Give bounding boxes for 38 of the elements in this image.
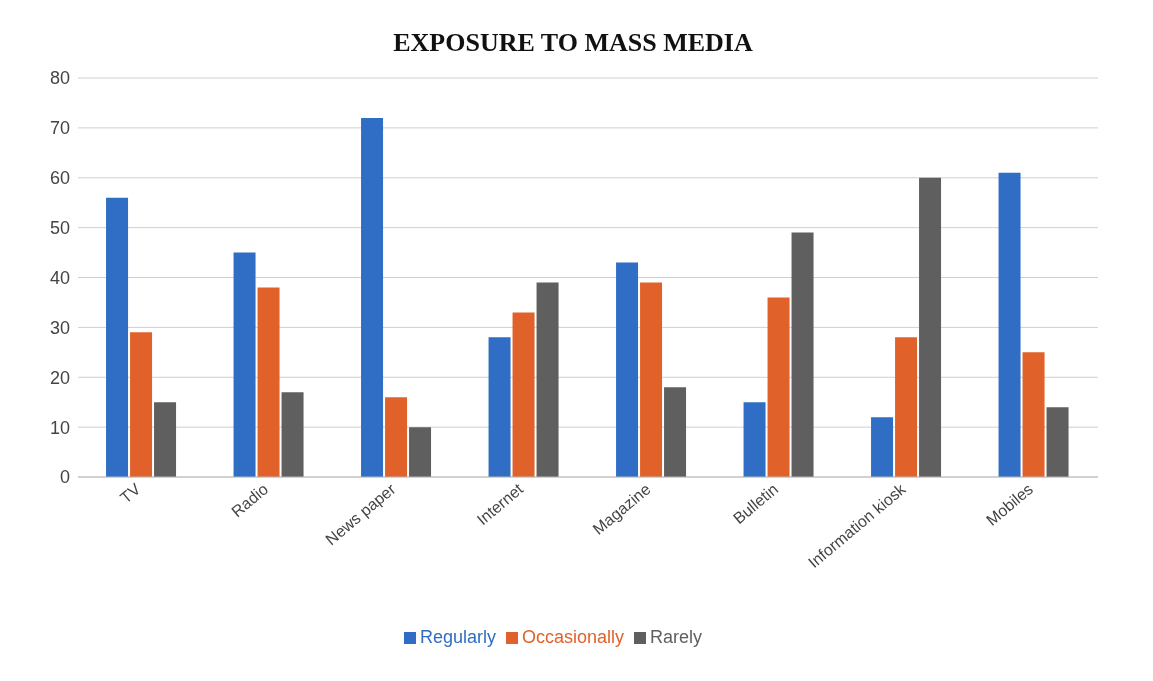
y-tick-label: 0: [59, 467, 70, 488]
bar: [154, 402, 177, 477]
y-tick-label: 50: [49, 218, 70, 239]
y-tick-label: 70: [49, 118, 70, 139]
y-tick-label: 30: [49, 317, 70, 338]
bar: [233, 252, 256, 477]
y-tick-label: 20: [49, 367, 70, 388]
bar: [895, 337, 918, 477]
bar: [998, 172, 1021, 477]
bar: [409, 427, 432, 477]
legend-label: Occasionally: [521, 627, 625, 647]
bar: [1046, 407, 1069, 477]
y-tick-label: 80: [49, 68, 70, 89]
bar: [106, 197, 129, 477]
chart-title: EXPOSURE TO MASS MEDIA: [392, 28, 754, 58]
y-tick-label: 10: [49, 417, 70, 438]
bar: [257, 287, 280, 477]
bar: [640, 282, 663, 477]
bar: [664, 387, 687, 477]
bar: [512, 312, 535, 477]
x-tick-label: TV: [117, 480, 144, 507]
bar: [536, 282, 559, 477]
bar: [385, 397, 408, 477]
bar: [767, 297, 790, 477]
bar: [616, 262, 639, 477]
y-tick-label: 60: [49, 168, 70, 189]
bar: [871, 417, 894, 477]
bar: [361, 117, 384, 477]
bar: [791, 232, 814, 477]
bar: [130, 332, 153, 477]
bar: [743, 402, 766, 477]
bar: [488, 337, 511, 477]
legend-label: Rarely: [650, 627, 703, 647]
y-tick-label: 40: [49, 267, 70, 288]
bar: [281, 392, 304, 477]
legend-label: Regularly: [419, 627, 496, 647]
bar: [919, 177, 942, 477]
bar: [1022, 352, 1045, 477]
